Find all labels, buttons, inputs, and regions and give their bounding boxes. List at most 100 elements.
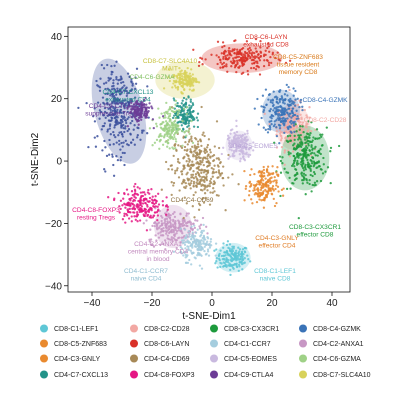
data-point <box>191 164 194 167</box>
data-point <box>176 88 180 91</box>
data-point <box>143 191 146 194</box>
data-point <box>293 111 297 115</box>
data-point <box>183 148 186 152</box>
data-point <box>203 134 206 138</box>
data-point <box>170 168 174 171</box>
data-point <box>257 123 260 126</box>
annotation-cd8-c4-gzmk: CD8-C4-GZMK <box>302 97 348 104</box>
data-point <box>185 160 188 163</box>
data-point <box>275 146 279 149</box>
data-point <box>144 193 147 196</box>
data-point <box>291 114 295 118</box>
data-point <box>125 90 128 93</box>
data-point <box>216 266 219 269</box>
data-point <box>321 172 325 175</box>
data-point <box>262 64 266 68</box>
data-point <box>176 113 179 116</box>
data-point <box>275 129 278 133</box>
data-point <box>169 226 173 229</box>
data-point <box>178 161 181 165</box>
data-point <box>207 138 211 141</box>
data-point <box>307 144 310 147</box>
data-point <box>177 176 181 179</box>
data-point <box>294 136 297 139</box>
data-point <box>196 161 200 165</box>
data-point <box>238 258 241 261</box>
data-point <box>149 206 152 210</box>
data-point <box>291 181 294 185</box>
data-point <box>113 124 117 127</box>
data-point <box>252 59 255 62</box>
data-point <box>191 160 194 163</box>
data-point <box>284 119 288 123</box>
data-point <box>324 170 327 173</box>
data-point <box>170 236 173 239</box>
data-point <box>112 81 115 85</box>
data-point <box>286 94 289 97</box>
data-point <box>101 149 104 152</box>
data-point <box>167 75 170 79</box>
data-point <box>195 116 198 119</box>
data-point <box>168 112 172 116</box>
data-point <box>185 105 189 109</box>
data-point <box>183 243 187 246</box>
data-point <box>217 56 220 59</box>
data-point <box>152 245 156 248</box>
data-point <box>292 154 296 158</box>
data-point <box>178 76 182 79</box>
data-point <box>319 179 323 183</box>
data-point <box>209 151 212 154</box>
data-point <box>182 168 185 171</box>
data-point <box>304 148 308 152</box>
data-point <box>192 88 195 91</box>
data-point <box>278 90 281 93</box>
data-point <box>304 147 307 150</box>
data-point <box>291 107 294 110</box>
data-point <box>173 119 177 123</box>
data-point <box>231 245 234 248</box>
data-point <box>140 118 143 121</box>
data-point <box>135 118 138 121</box>
data-point <box>100 63 103 67</box>
data-point <box>337 144 341 148</box>
legend-item-cd4-c9-ctla4: CD4-C9-CTLA4 <box>210 370 274 379</box>
data-point <box>299 98 303 102</box>
data-point <box>280 113 283 117</box>
data-point <box>310 130 313 133</box>
data-point <box>134 82 138 85</box>
data-point <box>182 136 185 139</box>
data-point <box>158 147 161 150</box>
data-point <box>259 40 262 43</box>
data-point <box>271 101 274 105</box>
data-point <box>311 183 314 187</box>
data-point <box>203 180 206 184</box>
data-point <box>166 142 170 145</box>
legend-swatch <box>40 354 48 363</box>
series-cd8-c3-cx3cr1 <box>273 120 341 220</box>
data-point <box>165 224 168 227</box>
data-point <box>250 182 253 186</box>
data-point <box>310 160 313 163</box>
data-point <box>275 100 278 104</box>
data-point <box>202 131 205 134</box>
data-point <box>204 148 208 151</box>
legend-item-cd4-c1-ccr7: CD4-C1-CCR7 <box>210 339 271 348</box>
data-point <box>198 168 201 172</box>
data-point <box>316 154 319 157</box>
data-point <box>119 121 122 124</box>
data-point <box>136 212 139 216</box>
annotation-cd4-c4-cd69: CD4-C4-CD69 <box>171 197 214 204</box>
legend-label: CD4-C4-CD69 <box>144 356 190 363</box>
data-point <box>237 66 241 69</box>
data-point <box>190 251 193 254</box>
data-point <box>250 58 254 62</box>
data-point <box>130 80 133 83</box>
data-point <box>140 100 143 104</box>
data-point <box>186 245 189 248</box>
data-point <box>199 223 203 226</box>
data-point <box>258 59 262 62</box>
data-point <box>199 179 203 182</box>
data-point <box>130 220 133 223</box>
data-point <box>306 122 309 126</box>
